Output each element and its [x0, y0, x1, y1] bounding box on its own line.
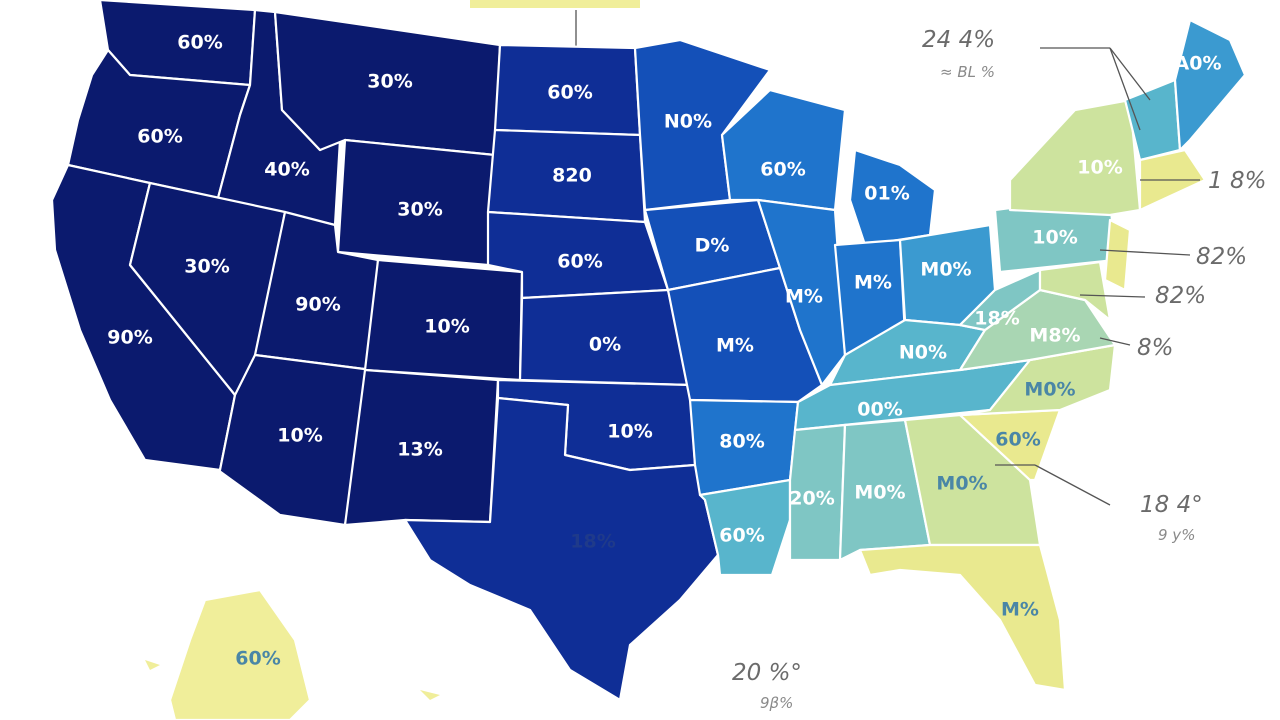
state-me [1173, 18, 1247, 152]
label-ok: 10% [607, 421, 652, 443]
label-mt: 30% [367, 71, 412, 93]
callouts: 24 4% ≈ BL % 1 8% 82% 82% 8% 18 4° 9 y% … [732, 27, 1266, 712]
state-ak [168, 588, 312, 720]
label-nv: 30% [184, 256, 229, 278]
state-fl [858, 543, 1067, 692]
label-ga: M0% [936, 473, 987, 495]
label-or: 60% [137, 126, 182, 148]
label-ak: 60% [235, 648, 280, 670]
state-nj [1103, 218, 1132, 292]
label-mi: 01% [864, 183, 909, 205]
label-la: 60% [719, 525, 764, 547]
label-va: M8% [1029, 325, 1080, 347]
label-il: M% [785, 286, 823, 308]
state-il [756, 198, 847, 387]
label-wy: 30% [397, 199, 442, 221]
label-oh: M0% [920, 259, 971, 281]
callout-top-right: 24 4% [922, 27, 995, 53]
callout-ne: 1 8% [1208, 168, 1266, 194]
label-fl: M% [1001, 599, 1039, 621]
state-md-de [1038, 260, 1112, 322]
label-ar: 80% [719, 431, 764, 453]
label-ny: 10% [1077, 157, 1122, 179]
state-labels: 60% 60% 90% 40% 30% 30% 30% 90% 10% 10% … [107, 32, 1221, 670]
label-tx: 18% [570, 531, 615, 553]
callout-top-right-sub: ≈ BL % [940, 63, 995, 81]
label-ne: 60% [557, 251, 602, 273]
label-tn: 00% [857, 399, 902, 421]
label-co: 10% [424, 316, 469, 338]
label-ut: 90% [295, 294, 340, 316]
callout-southeast-sub: 9 y% [1158, 526, 1195, 544]
label-mo: M% [716, 335, 754, 357]
state-tx [403, 396, 720, 702]
label-ky: N0% [899, 342, 947, 364]
label-nm: 13% [397, 439, 442, 461]
label-sd: 820 [552, 165, 592, 187]
label-me: A0% [1175, 53, 1222, 75]
state-ms [788, 423, 847, 562]
callout-mid-atlantic-2: 82% [1155, 283, 1206, 309]
label-sc: 60% [995, 429, 1040, 451]
label-id: 40% [264, 159, 309, 181]
callout-bottom: 20 %° [732, 660, 802, 686]
label-wi: 60% [760, 159, 805, 181]
callout-southeast: 18 4° [1140, 492, 1203, 518]
label-mn: N0% [664, 111, 712, 133]
label-ia: D% [695, 235, 730, 257]
label-al: M0% [854, 482, 905, 504]
label-wv: 18% [974, 308, 1019, 330]
legend-bar-top [470, 0, 640, 8]
label-pa: 10% [1032, 227, 1077, 249]
callout-mid-atlantic-1: 82% [1196, 244, 1247, 270]
label-in: M% [854, 272, 892, 294]
callout-bottom-sub: 9β% [760, 694, 793, 712]
label-nd: 60% [547, 82, 592, 104]
label-ms: 20% [789, 488, 834, 510]
label-ks: 0% [589, 334, 621, 356]
label-ca: 90% [107, 327, 152, 349]
label-nc: M0% [1024, 379, 1075, 401]
callout-leaders [995, 47, 1200, 506]
callout-mid-atlantic-3: 8% [1137, 335, 1174, 361]
label-wa: 60% [177, 32, 222, 54]
state-ga [903, 413, 1042, 547]
label-az: 10% [277, 425, 322, 447]
